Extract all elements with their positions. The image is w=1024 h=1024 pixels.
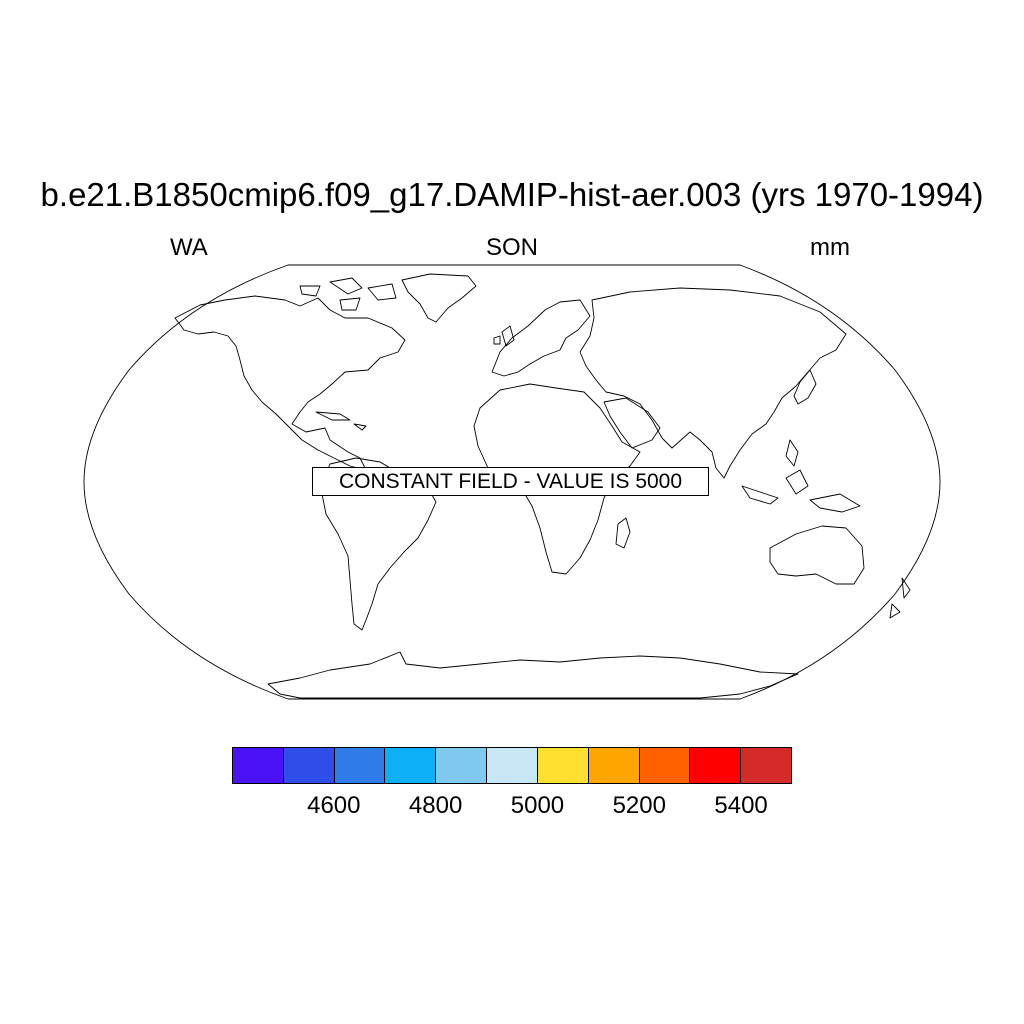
asia-outline [579,287,847,479]
europe-outline [491,299,591,377]
colorbar-box [537,748,589,783]
arctic-islands-outline [299,277,397,311]
antarctica-outline [267,651,799,699]
new-zealand-outline [889,577,911,619]
colorbar-box [385,748,437,783]
colorbar-box [233,748,284,783]
greenland-outline [401,273,477,323]
colorbar-box [436,748,488,783]
colorbar-box [283,748,335,783]
arabia-outline [603,397,661,449]
colorbar-tick-label: 5000 [510,792,565,819]
variable-label: WA [170,234,208,261]
colorbar [232,747,792,784]
colorbar-tick-label: 5400 [714,792,768,819]
colorbar-box [639,748,691,783]
madagascar-outline [615,517,631,549]
colorbar-box [741,748,791,783]
southeast-asia-islands-outline [741,439,861,513]
units-label: mm [810,234,850,261]
map-frame [83,264,941,700]
british-isles-outline [493,325,515,347]
australia-outline [769,525,865,585]
constant-field-annotation: CONSTANT FIELD - VALUE IS 5000 [312,467,709,496]
colorbar-tick-label: 5200 [612,792,666,819]
colorbar-box [334,748,386,783]
plot-title: b.e21.B1850cmip6.f09_g17.DAMIP-hist-aer.… [40,176,984,213]
north-america-outline [174,295,406,471]
colorbar-tick-label: 4600 [307,792,361,819]
colorbar-box [588,748,640,783]
caribbean-outline [315,411,367,431]
colorbar-box [487,748,538,783]
japan-outline [793,369,817,405]
colorbar-box [690,748,742,783]
colorbar-tick-label: 4800 [408,792,463,819]
season-label: SON [485,234,538,261]
